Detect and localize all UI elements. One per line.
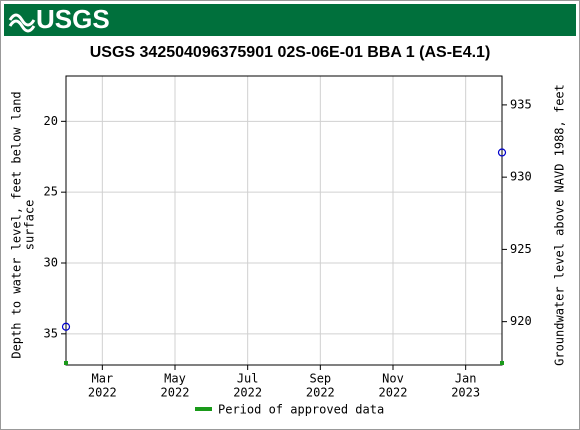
x-tick-label: 2022 bbox=[233, 386, 262, 400]
y-axis-title: surface bbox=[23, 200, 37, 251]
y2-tick-label: 925 bbox=[510, 242, 532, 256]
y2-tick-label: 930 bbox=[510, 170, 532, 184]
legend-label: Period of approved data bbox=[218, 403, 384, 417]
x-tick-label: Sep bbox=[309, 372, 331, 386]
x-tick-label: Mar bbox=[91, 372, 113, 386]
y2-tick-label: 920 bbox=[510, 314, 532, 328]
x-tick-label: 2022 bbox=[161, 386, 190, 400]
y2-axis-title: Groundwater level above NAVD 1988, feet bbox=[553, 84, 567, 366]
point bbox=[497, 148, 507, 157]
chart-title: USGS 342504096375901 02S-06E-01 BBA 1 (A… bbox=[90, 44, 491, 61]
logo-icon bbox=[8, 13, 36, 33]
x-tick-label: Nov bbox=[382, 372, 404, 386]
y-tick-label: 30 bbox=[44, 256, 58, 270]
x-tick-label: 2023 bbox=[451, 386, 480, 400]
y-tick-label: 20 bbox=[44, 114, 58, 128]
approved-period bbox=[64, 361, 68, 365]
x-tick-label: 2022 bbox=[306, 386, 335, 400]
banner bbox=[4, 4, 576, 36]
x-tick-label: 2022 bbox=[88, 386, 117, 400]
y-tick-label: 35 bbox=[44, 326, 58, 340]
logo: USGS bbox=[36, 4, 110, 34]
x-tick-label: Jan bbox=[455, 372, 477, 386]
y2-tick-label: 935 bbox=[510, 97, 532, 111]
y-axis-title: Depth to water level, feet below land bbox=[10, 91, 24, 358]
approved-period bbox=[500, 361, 504, 365]
y-tick-label: 25 bbox=[44, 185, 58, 199]
plot-border bbox=[65, 75, 503, 366]
x-tick-label: 2022 bbox=[379, 386, 408, 400]
point bbox=[61, 322, 71, 331]
x-tick-label: Jul bbox=[237, 372, 259, 386]
x-tick-label: May bbox=[164, 372, 186, 386]
